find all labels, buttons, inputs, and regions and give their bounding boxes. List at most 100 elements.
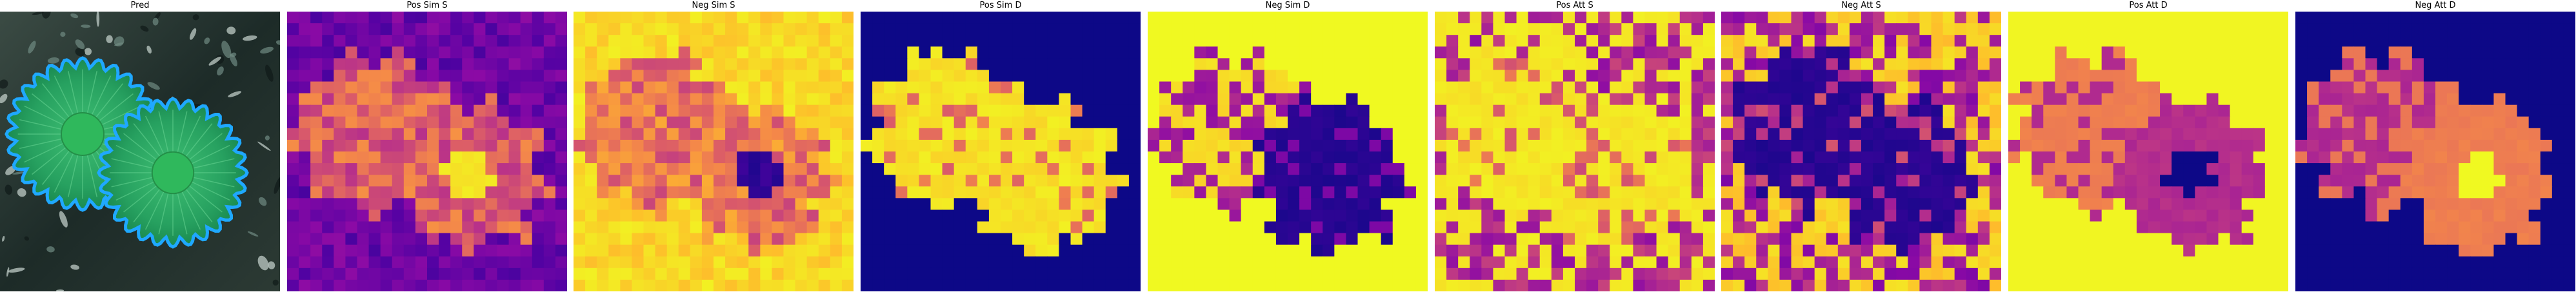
heatmap-cell — [322, 256, 334, 269]
heatmap-cell — [415, 46, 428, 59]
heatmap-cell — [2078, 116, 2091, 129]
heatmap-cell — [2517, 233, 2530, 246]
heatmap-cell — [334, 116, 346, 129]
heatmap-cell — [1977, 46, 1990, 59]
heatmap-cell — [1756, 35, 1768, 47]
heatmap-cell — [930, 58, 943, 71]
heatmap-cell — [2241, 198, 2254, 211]
heatmap-cell — [895, 23, 908, 35]
heatmap-cell — [1896, 175, 1908, 187]
heatmap-cell — [2411, 35, 2424, 47]
heatmap-cell — [2113, 104, 2126, 117]
heatmap-cell — [884, 268, 896, 280]
heatmap-cell — [1656, 175, 1669, 187]
heatmap-cell — [1446, 104, 1459, 117]
heatmap-cell — [818, 209, 831, 222]
heatmap-cell — [895, 12, 908, 24]
heatmap-cell — [2295, 93, 2308, 106]
heatmap-cell — [1334, 139, 1347, 152]
heatmap-cell — [1551, 186, 1564, 199]
heatmap-cell — [585, 70, 597, 83]
heatmap-cell — [1826, 116, 1839, 129]
heatmap-cell — [415, 81, 428, 94]
heatmap-cell — [2353, 116, 2366, 129]
heatmap-cell — [520, 209, 533, 222]
heatmap-cell — [1229, 163, 1242, 175]
heatmap-cell — [1837, 81, 1850, 94]
heatmap-cell — [1481, 268, 1494, 280]
heatmap-cell — [474, 58, 486, 71]
heatmap-cell — [1504, 221, 1517, 234]
heatmap-cell — [1610, 12, 1622, 24]
heatmap-cell — [1159, 23, 1172, 35]
heatmap-cell — [1323, 209, 1335, 222]
heatmap-cell — [1896, 23, 1908, 35]
heatmap-cell — [2365, 128, 2378, 141]
heatmap-cell — [1954, 23, 1967, 35]
heatmap-cell — [1470, 209, 1482, 222]
heatmap-cell — [2124, 175, 2137, 187]
heatmap-cell — [1849, 221, 1862, 234]
heatmap-cell — [690, 279, 703, 291]
heatmap-cell — [872, 46, 884, 59]
heatmap-cell — [543, 93, 556, 106]
heatmap-cell — [2276, 151, 2288, 164]
heatmap-cell — [965, 233, 978, 246]
heatmap-cell — [1159, 163, 1172, 175]
heatmap-cell — [1381, 175, 1393, 187]
heatmap-cell — [2505, 70, 2518, 83]
heatmap-cell — [585, 256, 597, 269]
heatmap-cell — [737, 221, 749, 234]
heatmap-cell — [2264, 70, 2277, 83]
heatmap-cell — [1931, 81, 1944, 94]
heatmap-cell — [783, 151, 796, 164]
heatmap-cell — [299, 93, 311, 106]
heatmap-cell — [1919, 70, 1932, 83]
heatmap-cell — [690, 93, 703, 106]
heatmap-cell — [2423, 163, 2436, 175]
heatmap-cell — [1668, 175, 1681, 187]
heatmap-cell — [748, 58, 761, 71]
heatmap-cell — [2090, 93, 2102, 106]
heatmap-cell — [620, 35, 633, 47]
foliage-blob — [204, 37, 210, 44]
heatmap-cell — [2307, 268, 2319, 280]
heatmap-cell — [1093, 46, 1106, 59]
heatmap-cell — [666, 233, 679, 246]
heatmap-cell — [1171, 175, 1183, 187]
heatmap-cell — [1539, 163, 1552, 175]
heatmap-cell — [1528, 268, 1541, 280]
heatmap-cell — [2551, 244, 2564, 257]
heatmap-cell — [1217, 23, 1230, 35]
heatmap-cell — [872, 128, 884, 141]
heatmap-cell — [2043, 116, 2055, 129]
heatmap-cell — [1128, 58, 1141, 71]
heatmap-cell — [1575, 23, 1587, 35]
heatmap-cell — [714, 46, 726, 59]
heatmap-cell — [1679, 209, 1692, 222]
heatmap-cell — [2493, 35, 2506, 47]
heatmap-cell — [1183, 58, 1195, 71]
heatmap-cell — [1357, 116, 1370, 129]
heatmap-cell — [2411, 12, 2424, 24]
heatmap-cell — [1644, 163, 1657, 175]
heatmap-cell — [714, 104, 726, 117]
heatmap-cell — [1171, 46, 1183, 59]
heatmap-cell — [2160, 23, 2172, 35]
heatmap-cell — [760, 93, 773, 106]
heatmap-cell — [772, 279, 784, 291]
heatmap-cell — [1288, 175, 1300, 187]
heatmap-cell — [1159, 233, 1172, 246]
heatmap-cell — [2101, 244, 2114, 257]
heatmap-cell — [1516, 70, 1529, 83]
heatmap-cell — [1024, 58, 1036, 71]
heatmap-cell — [1791, 70, 1804, 83]
heatmap-cell — [1252, 128, 1265, 141]
heatmap-cell — [1528, 151, 1541, 164]
heatmap-cell — [585, 221, 597, 234]
heatmap-cell — [2493, 163, 2506, 175]
petal-vein — [187, 133, 223, 162]
heatmap-cell — [1415, 35, 1428, 47]
heatmap-cell — [1323, 35, 1335, 47]
heatmap-cell — [772, 186, 784, 199]
